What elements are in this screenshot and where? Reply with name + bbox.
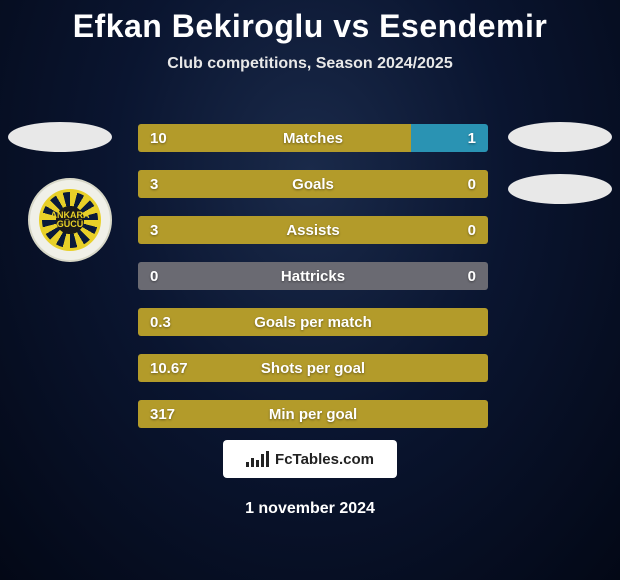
player-badge-left [8, 122, 112, 152]
footer-date: 1 november 2024 [0, 500, 620, 518]
bar-row: Matches101 [138, 124, 488, 152]
bar-row: Goals per match0.3 [138, 308, 488, 336]
page-title: Efkan Bekiroglu vs Esendemir [0, 0, 620, 45]
club-logo-left: ANKARA GÜCÜ [28, 178, 112, 262]
bar-track [138, 400, 488, 428]
bar-segment-left [138, 124, 411, 152]
club-logo-graphic: ANKARA GÜCÜ [39, 189, 101, 251]
bar-track [138, 216, 488, 244]
bar-segment-left [138, 400, 488, 428]
fctables-text: FcTables.com [275, 451, 374, 468]
bar-track [138, 308, 488, 336]
bar-segment-left [138, 170, 488, 198]
fctables-icon [246, 451, 269, 467]
subtitle: Club competitions, Season 2024/2025 [0, 55, 620, 73]
bar-segment-right [411, 124, 488, 152]
bar-track [138, 354, 488, 382]
bar-track [138, 124, 488, 152]
club-logo-text: ANKARA GÜCÜ [42, 192, 98, 248]
bar-row: Assists30 [138, 216, 488, 244]
bar-row: Shots per goal10.67 [138, 354, 488, 382]
bar-track [138, 170, 488, 198]
bar-row: Hattricks00 [138, 262, 488, 290]
comparison-bars: Matches101 Goals30 Assists30 Hattricks00 Goa… [138, 124, 488, 428]
bar-segment-neutral [138, 262, 488, 290]
bar-row: Min per goal317 [138, 400, 488, 428]
fctables-badge[interactable]: FcTables.com [223, 440, 397, 478]
bar-segment-left [138, 216, 488, 244]
bar-row: Goals30 [138, 170, 488, 198]
bar-segment-left [138, 354, 488, 382]
bar-segment-left [138, 308, 488, 336]
bar-track [138, 262, 488, 290]
player-badge-right [508, 122, 612, 152]
club-pill-right [508, 174, 612, 204]
